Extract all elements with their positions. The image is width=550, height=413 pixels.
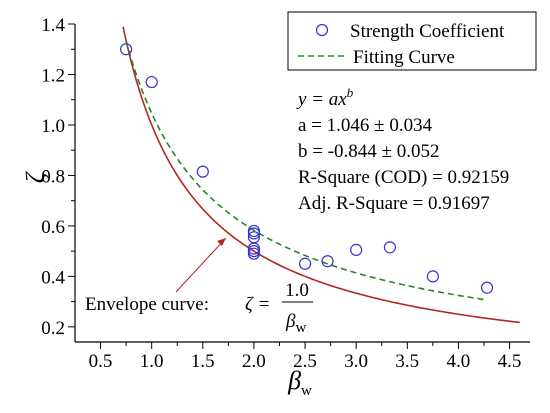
annotation-arrowhead bbox=[217, 238, 226, 246]
annotation-numerator: 1.0 bbox=[285, 280, 309, 301]
x-tick-label: 3.0 bbox=[344, 351, 368, 372]
annotation-denominator: βw bbox=[285, 311, 306, 336]
y-tick-label: 1.4 bbox=[41, 15, 65, 36]
data-point bbox=[120, 43, 133, 56]
annotation-formula-lhs: ζ = bbox=[245, 294, 270, 315]
scatter-points bbox=[120, 43, 494, 294]
legend-marker-scatter bbox=[315, 23, 329, 37]
data-point bbox=[383, 241, 397, 254]
x-tick-label: 2.0 bbox=[242, 351, 266, 372]
envelope-annotation: Envelope curve: ζ = 1.0 βw bbox=[85, 237, 313, 336]
envelope-curve bbox=[122, 26, 520, 324]
fit-r-square: R-Square (COD) = 0.92159 bbox=[298, 167, 509, 188]
data-point bbox=[196, 165, 209, 178]
data-point bbox=[247, 247, 261, 260]
y-tick-label: 1.2 bbox=[41, 65, 65, 86]
data-point bbox=[145, 75, 158, 89]
x-axis-title: βw bbox=[287, 366, 312, 399]
y-tick-label: 0.6 bbox=[41, 217, 65, 238]
data-point bbox=[426, 270, 439, 283]
fit-statistics: y = axb a = 1.046 ± 0.034 b = -0.844 ± 0… bbox=[296, 85, 509, 214]
legend: Strength Coefficient Fitting Curve bbox=[287, 11, 537, 71]
data-point bbox=[321, 255, 334, 268]
annotation-label: Envelope curve: bbox=[85, 294, 209, 315]
annotation-arrow bbox=[175, 237, 227, 293]
fit-param-a: a = 1.046 ± 0.034 bbox=[298, 115, 433, 136]
data-point bbox=[298, 257, 312, 270]
fit-equation: y = axb bbox=[296, 85, 354, 110]
y-axis-title: ζ bbox=[21, 171, 50, 183]
y-tick-label: 0.2 bbox=[41, 318, 65, 339]
legend-label-scatter: Strength Coefficient bbox=[350, 21, 505, 42]
y-tick-label: 1.0 bbox=[41, 116, 65, 137]
legend-box bbox=[287, 11, 537, 71]
x-tick-label: 3.5 bbox=[395, 351, 419, 372]
axes: 0.5 1.0 1.5 2.0 2.5 3.0 3.5 4.0 4.5 0.2 0.4 0.6 0.8 1… bbox=[41, 15, 530, 372]
x-tick-label: 1.0 bbox=[140, 351, 164, 372]
x-tick-label: 2.5 bbox=[293, 351, 317, 372]
x-tick-label: 0.5 bbox=[89, 351, 113, 372]
y-tick-label: 0.4 bbox=[41, 267, 65, 288]
data-point bbox=[350, 243, 363, 256]
legend-label-fit: Fitting Curve bbox=[353, 47, 455, 68]
x-tick-label: 4.5 bbox=[498, 351, 522, 372]
fit-param-b: b = -0.844 ± 0.052 bbox=[298, 141, 439, 162]
data-point bbox=[480, 281, 494, 294]
x-tick-label: 1.5 bbox=[191, 351, 215, 372]
curves bbox=[122, 26, 520, 324]
fitting-curve bbox=[125, 40, 488, 301]
y-tick-label: 0.8 bbox=[41, 166, 65, 187]
x-tick-label: 4.0 bbox=[447, 351, 471, 372]
data-point bbox=[247, 227, 261, 240]
fit-adj-r-square: Adj. R-Square = 0.91697 bbox=[298, 193, 490, 214]
